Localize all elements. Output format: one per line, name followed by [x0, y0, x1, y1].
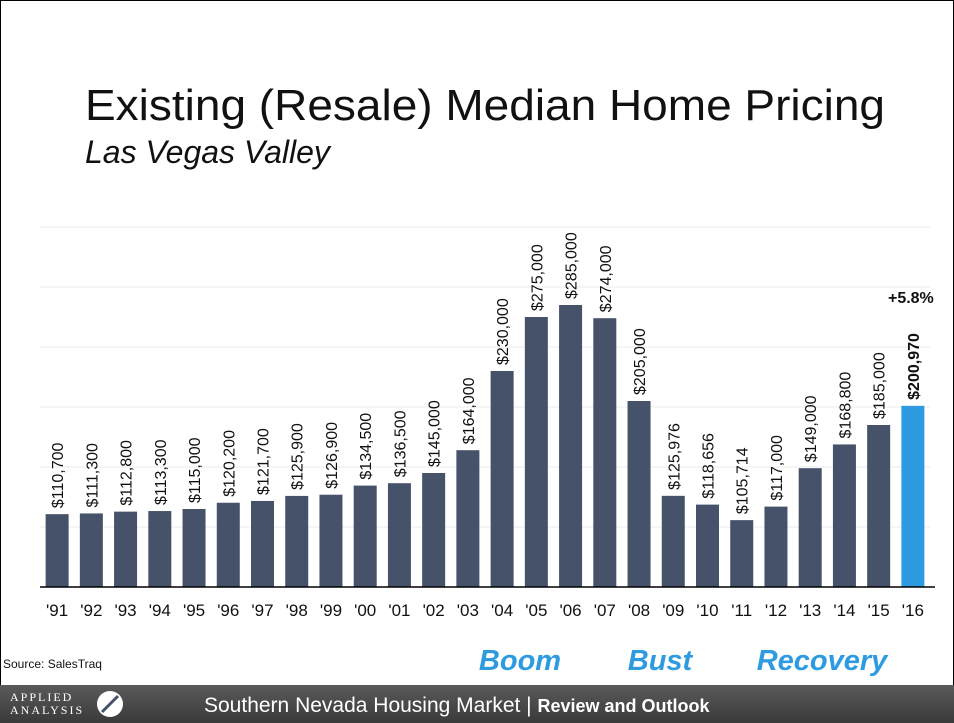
x-tick-label: '99 — [320, 601, 342, 620]
logo-icon-slash — [100, 694, 120, 714]
phase-label: Recovery — [757, 645, 889, 677]
plot: '91 $110,700 '92 $111,300 '93 $112,800 '94 $113… — [40, 226, 935, 677]
value-label: $200,970 — [906, 333, 923, 400]
x-tick-label: '14 — [833, 601, 855, 620]
x-tick-label: '91 — [46, 601, 68, 620]
x-tick-label: '05 — [525, 601, 547, 620]
value-label: $121,700 — [256, 428, 273, 495]
phase-label: Bust — [628, 645, 694, 677]
bar — [148, 511, 172, 587]
bar — [901, 405, 925, 587]
value-label: $125,900 — [290, 423, 307, 490]
bar — [798, 468, 822, 587]
footer-title: Southern Nevada Housing Market | — [204, 694, 532, 717]
x-tick-label: '98 — [286, 601, 308, 620]
bar — [182, 509, 206, 587]
x-tick-label: '96 — [217, 601, 239, 620]
value-label: $125,976 — [666, 423, 683, 490]
footer-text: Southern Nevada Housing Market | Review … — [204, 694, 711, 717]
x-tick-label: '02 — [423, 601, 445, 620]
value-label: $105,714 — [735, 447, 752, 514]
bar — [216, 502, 240, 587]
bar — [832, 444, 856, 587]
bar — [661, 495, 685, 587]
bar — [867, 425, 891, 587]
value-label: $205,000 — [632, 328, 649, 395]
x-tick-label: '92 — [80, 601, 102, 620]
x-tick-label: '08 — [628, 601, 650, 620]
x-tick-label: '15 — [868, 601, 890, 620]
bar — [524, 317, 548, 587]
value-label: $120,200 — [221, 430, 238, 497]
x-tick-label: '07 — [594, 601, 616, 620]
value-label: $185,000 — [872, 352, 889, 419]
value-label: $145,000 — [427, 400, 444, 467]
bar — [45, 514, 69, 587]
x-tick-label: '93 — [114, 601, 136, 620]
x-tick-label: '95 — [183, 601, 205, 620]
value-label: $117,000 — [769, 435, 786, 501]
value-label: $168,800 — [837, 372, 854, 439]
bar — [319, 494, 343, 587]
bar — [764, 506, 788, 587]
x-tick-label: '04 — [491, 601, 513, 620]
logo-line: ANALYSIS — [10, 703, 84, 717]
value-label: $115,000 — [187, 437, 204, 503]
value-label: $118,656 — [701, 433, 718, 499]
x-tick-label: '09 — [662, 601, 684, 620]
value-label: $275,000 — [529, 244, 546, 311]
chart-subtitle: Las Vegas Valley — [85, 134, 332, 170]
value-label: $134,500 — [358, 413, 375, 480]
x-tick-label: '01 — [388, 601, 410, 620]
value-label: $113,300 — [153, 439, 170, 505]
x-tick-label: '13 — [799, 601, 821, 620]
x-tick-label: '94 — [149, 601, 171, 620]
bar — [422, 473, 446, 587]
value-label: $149,000 — [803, 395, 820, 462]
bar — [627, 401, 651, 587]
bar — [114, 511, 138, 587]
x-tick-label: '06 — [559, 601, 581, 620]
value-label: $111,300 — [84, 443, 101, 507]
x-tick-label: '10 — [696, 601, 718, 620]
footer-bar — [0, 685, 954, 723]
x-tick-label: '03 — [457, 601, 479, 620]
x-tick-label: '97 — [251, 601, 273, 620]
footer-bold: Review and Outlook — [537, 696, 710, 716]
x-tick-label: '12 — [765, 601, 787, 620]
value-label: $112,800 — [119, 440, 136, 506]
bar — [353, 485, 377, 587]
phase-label: Boom — [479, 645, 561, 677]
value-label: $126,900 — [324, 422, 341, 489]
bar — [456, 450, 480, 587]
bar — [387, 483, 411, 587]
bar — [559, 305, 583, 587]
bar — [593, 318, 617, 587]
x-tick-label: '16 — [902, 601, 924, 620]
value-label: $230,000 — [495, 298, 512, 365]
value-label: $164,000 — [461, 377, 478, 444]
annotation: +5.8% — [888, 290, 934, 307]
x-tick-label: '00 — [354, 601, 376, 620]
bar — [285, 495, 309, 587]
value-label: $110,700 — [50, 443, 67, 509]
value-label: $285,000 — [564, 232, 581, 299]
value-label: $274,000 — [598, 245, 615, 312]
bar — [251, 500, 274, 587]
value-label: $136,500 — [392, 410, 409, 477]
bar — [696, 504, 719, 587]
bar — [730, 520, 754, 587]
logo-line: APPLIED — [10, 690, 73, 704]
chart-title: Existing (Resale) Median Home Pricing — [85, 81, 885, 130]
bar — [79, 513, 103, 587]
source: Source: SalesTraq — [3, 657, 102, 671]
bar — [490, 371, 514, 587]
x-tick-label: '11 — [731, 601, 752, 620]
